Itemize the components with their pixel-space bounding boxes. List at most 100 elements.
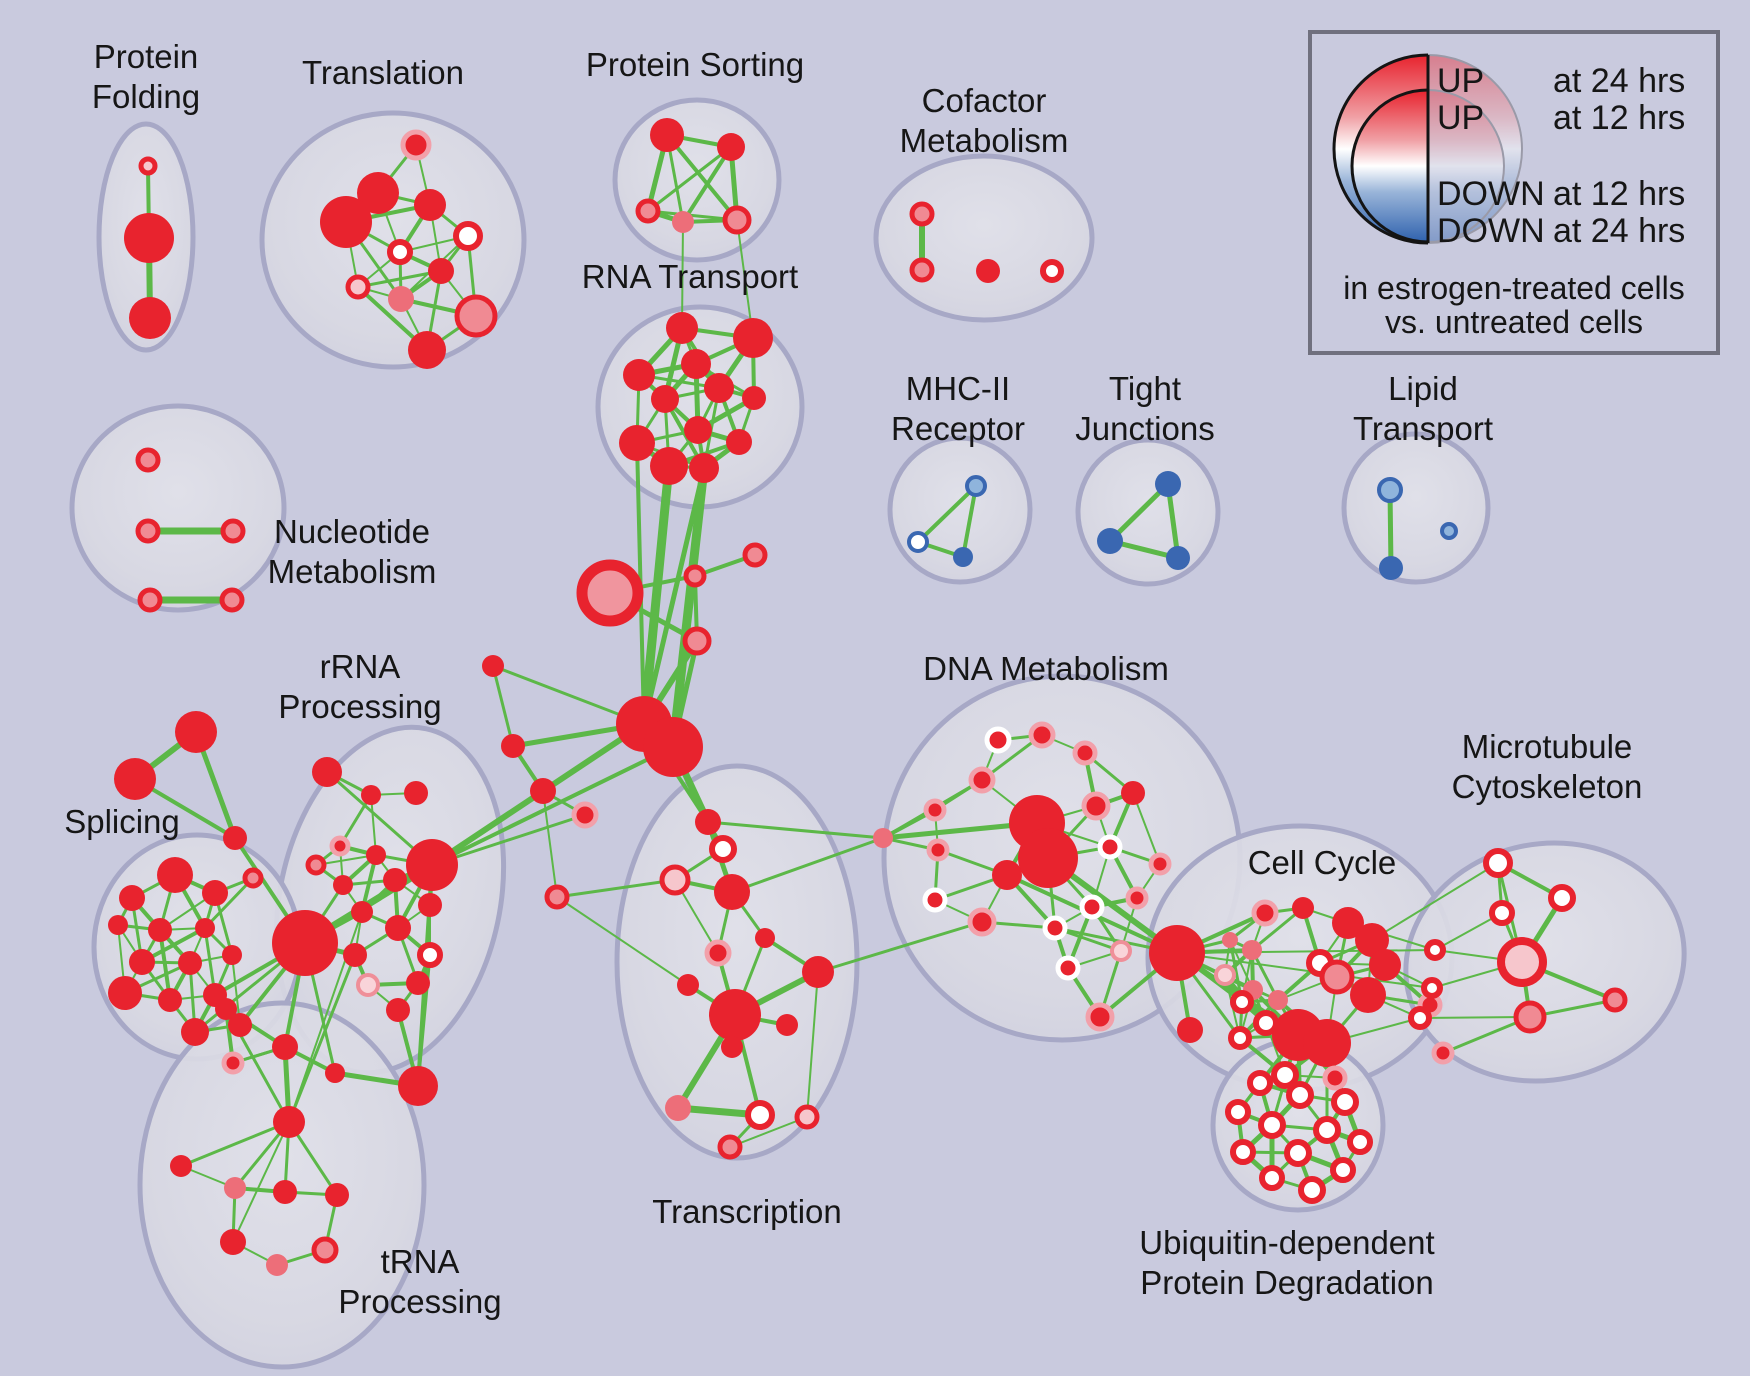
network-edge [1371,862,1499,941]
cluster-label-lipid-transport: Lipid [1388,370,1458,407]
network-edge [706,820,885,840]
network-node-tight-junctions [1097,528,1123,554]
network-node-cell-cycle [1268,990,1288,1010]
network-node-rna-transport [742,386,766,410]
network-edge [646,209,739,222]
network-node-lipid-transport [1377,477,1403,503]
network-node-nucleotide-metabolism [220,518,246,544]
network-node-protein-sorting [672,211,694,233]
network-node-dna-metabolism [926,838,950,862]
network-node-rrna-processing [404,781,428,805]
network-edge [1176,949,1436,954]
network-node-cell-cycle [1228,1026,1252,1050]
network-node-transcription [709,835,737,863]
network-edge [1419,1016,1531,1019]
cluster-label-mhc-ii-receptor: MHC-II [906,370,1010,407]
legend-caption-line2: vs. untreated cells [1385,304,1643,340]
network-edge [729,1116,808,1148]
network-node-ubiquitin-degradation [1284,1139,1312,1167]
network-node-rrna-processing [366,845,386,865]
network-node-cofactor-metabolism [976,259,1000,283]
network-node-rna-transport [684,416,712,444]
network-node-ubiquitin-degradation [1247,1070,1273,1096]
network-node-trna-processing [273,1180,297,1204]
cluster-label-mhc-ii-receptor: Receptor [891,410,1025,447]
network-node-splicing-triangle [175,711,217,753]
network-node-transcription [544,884,570,910]
network-node-central-spine [683,564,707,588]
cluster-label-trna-processing: tRNA [381,1243,460,1280]
network-node-dna-metabolism [1055,955,1081,981]
network-node-transcription [709,989,761,1041]
network-node-translation [408,331,446,369]
network-node-central-spine [682,626,712,656]
network-node-microtubule-cytoskeleton [1424,939,1446,961]
network-node-translation [400,129,432,161]
network-node-cell-cycle [1369,949,1401,981]
network-node-microtubule-cytoskeleton [1421,977,1443,999]
network-node-ubiquitin-degradation [1225,1099,1251,1125]
cluster-label-microtubule-cytoskeleton: Cytoskeleton [1452,768,1643,805]
network-edge [1387,487,1394,571]
network-node-cell-cycle [1271,1061,1299,1089]
network-node-rrna-processing [406,971,430,995]
network-node-rna-transport [681,349,711,379]
network-node-dna-metabolism [1097,834,1123,860]
network-node-microtubule-cytoskeleton [1431,1041,1455,1065]
network-node-central-spine [530,778,556,804]
cluster-label-protein-sorting: Protein Sorting [586,46,804,83]
network-node-dna-metabolism [1018,828,1078,888]
cluster-label-dna-metabolism: DNA Metabolism [923,650,1169,687]
network-node-transcription [665,1095,691,1121]
cluster-label-rna-transport: RNA Transport [582,258,798,295]
cluster-label-cofactor-metabolism: Metabolism [900,122,1069,159]
network-node-splicing-triangle [223,826,247,850]
network-node-rrna-processing [418,893,442,917]
network-node-ubiquitin-degradation [1258,1111,1286,1139]
network-node-translation [388,286,414,312]
network-edge [806,971,819,1118]
cluster-label-microtubule-cytoskeleton: Microtubule [1462,728,1633,765]
network-node-nucleotide-metabolism [137,587,163,613]
network-node-rrna-processing [406,839,458,891]
cluster-ellipse-lipid-transport [1341,431,1491,585]
legend-up-12-dir: UP [1437,99,1484,137]
network-node-dna-metabolism [1177,1017,1203,1043]
network-node-transcription [704,939,732,967]
legend-inner-arc-left [1350,88,1429,244]
legend-inner-arc-right [1427,89,1505,243]
network-node-translation [454,294,498,338]
network-node-central-spine [482,655,504,677]
network-node-transcription [714,874,750,910]
network-node-dna-metabolism [1110,940,1132,962]
network-node-rrna-processing [356,973,380,997]
network-node-protein-sorting [717,133,745,161]
network-node-transcription [802,956,834,988]
cluster-ellipse-cofactor-metabolism [873,153,1095,323]
network-edge [430,813,587,867]
cluster-ellipse-transcription [614,763,860,1161]
network-node-splicing [202,880,228,906]
cluster-label-ubiquitin-degradation: Ubiquitin-dependent [1139,1224,1434,1261]
network-node-splicing [272,910,338,976]
network-node-transcription [677,974,699,996]
network-node-rna-transport [666,312,698,344]
network-node-dna-metabolism [1148,852,1172,876]
network-node-rrna-processing [221,1051,245,1075]
network-node-protein-sorting [635,198,661,224]
network-node-central-spine [742,542,768,568]
network-edge [681,221,684,329]
network-node-microtubule-cytoskeleton [1548,884,1576,912]
network-node-central-spine [576,559,644,627]
network-node-cofactor-metabolism [909,201,935,227]
network-node-ubiquitin-degradation [1313,1116,1341,1144]
network-node-ubiquitin-degradation [1259,1165,1285,1191]
legend-outer-arc-right [1427,54,1523,244]
network-node-splicing [157,857,193,893]
network-node-protein-folding [138,156,158,176]
network-node-microtubule-cytoskeleton [1483,848,1513,878]
network-node-trna-processing [170,1155,192,1177]
network-edge [370,794,377,856]
network-node-nucleotide-metabolism [135,447,161,473]
